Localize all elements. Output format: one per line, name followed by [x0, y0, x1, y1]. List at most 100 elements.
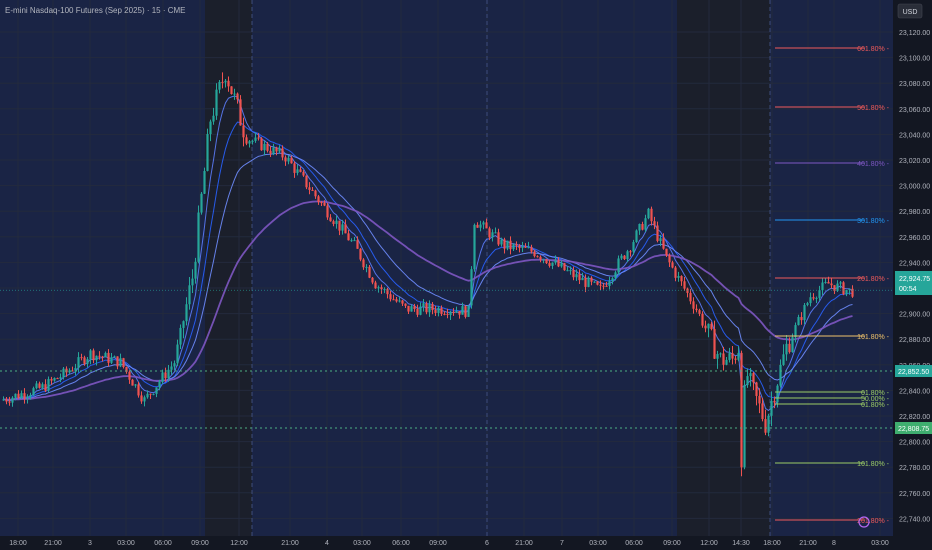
candle-body[interactable] [38, 383, 41, 388]
candle-body[interactable] [725, 359, 728, 365]
candle-body[interactable] [596, 281, 599, 285]
candle-body[interactable] [719, 353, 722, 355]
candle-body[interactable] [344, 224, 347, 234]
candle-body[interactable] [20, 393, 23, 398]
candle-body[interactable] [284, 157, 287, 162]
candle-body[interactable] [185, 304, 188, 322]
candle-body[interactable] [488, 228, 491, 238]
candle-body[interactable] [446, 313, 449, 315]
candle-body[interactable] [839, 282, 842, 284]
candle-body[interactable] [590, 277, 593, 282]
candle-body[interactable] [551, 262, 554, 266]
candle-body[interactable] [362, 259, 365, 268]
candle-body[interactable] [227, 80, 230, 87]
candle-body[interactable] [143, 397, 146, 402]
candle-body[interactable] [14, 393, 17, 398]
candle-body[interactable] [782, 354, 785, 365]
candle-body[interactable] [371, 277, 374, 283]
candle-body[interactable] [146, 393, 149, 398]
candle-body[interactable] [776, 385, 779, 403]
candle-body[interactable] [278, 148, 281, 152]
candle-body[interactable] [80, 357, 83, 359]
candle-body[interactable] [56, 378, 59, 380]
candle-body[interactable] [788, 343, 791, 353]
candle-body[interactable] [386, 289, 389, 295]
candle-body[interactable] [236, 93, 239, 100]
candle-body[interactable] [281, 148, 284, 158]
candle-body[interactable] [764, 419, 767, 433]
candle-body[interactable] [668, 255, 671, 263]
candle-body[interactable] [569, 270, 572, 272]
candle-body[interactable] [317, 196, 320, 203]
candle-body[interactable] [440, 307, 443, 314]
candle-body[interactable] [695, 308, 698, 311]
candle-body[interactable] [740, 352, 743, 468]
candle-body[interactable] [68, 370, 71, 373]
candle-body[interactable] [494, 232, 497, 234]
candle-body[interactable] [266, 143, 269, 151]
candle-body[interactable] [92, 350, 95, 361]
candle-body[interactable] [593, 281, 596, 283]
candle-body[interactable] [98, 355, 101, 357]
candle-body[interactable] [398, 300, 401, 302]
candle-body[interactable] [26, 396, 29, 399]
candle-body[interactable] [356, 240, 359, 249]
candle-body[interactable] [755, 382, 758, 396]
candle-body[interactable] [140, 395, 143, 402]
candle-body[interactable] [614, 272, 617, 279]
candle-body[interactable] [305, 175, 308, 188]
candle-body[interactable] [482, 222, 485, 225]
candle-body[interactable] [17, 393, 20, 398]
candle-body[interactable] [545, 259, 548, 264]
candle-body[interactable] [374, 282, 377, 289]
candle-body[interactable] [599, 284, 602, 286]
candle-body[interactable] [254, 137, 257, 141]
candle-body[interactable] [431, 304, 434, 310]
candle-body[interactable] [818, 290, 821, 298]
candle-body[interactable] [416, 308, 419, 315]
candle-body[interactable] [197, 212, 200, 262]
candle-body[interactable] [803, 305, 806, 321]
candle-body[interactable] [530, 247, 533, 252]
candle-body[interactable] [821, 282, 824, 291]
candle-body[interactable] [173, 363, 176, 367]
candle-body[interactable] [647, 208, 650, 219]
candle-body[interactable] [698, 310, 701, 314]
candle-body[interactable] [149, 393, 152, 395]
candle-body[interactable] [449, 312, 452, 315]
candle-body[interactable] [293, 163, 296, 173]
candle-body[interactable] [605, 285, 608, 287]
candle-body[interactable] [32, 388, 35, 395]
candle-body[interactable] [479, 224, 482, 228]
candle-body[interactable] [734, 358, 737, 360]
candle-body[interactable] [215, 89, 218, 116]
candle-body[interactable] [473, 224, 476, 270]
candle-body[interactable] [476, 224, 479, 228]
candle-body[interactable] [119, 358, 122, 367]
candle-body[interactable] [767, 415, 770, 433]
candle-body[interactable] [848, 288, 851, 291]
candle-body[interactable] [506, 240, 509, 249]
candle-body[interactable] [761, 403, 764, 420]
candle-body[interactable] [845, 290, 848, 295]
candle-body[interactable] [521, 246, 524, 249]
candle-body[interactable] [224, 80, 227, 83]
candle-body[interactable] [554, 260, 557, 263]
candle-body[interactable] [458, 311, 461, 315]
candle-body[interactable] [536, 256, 539, 258]
candle-body[interactable] [623, 255, 626, 260]
candle-body[interactable] [503, 239, 506, 249]
candle-body[interactable] [635, 230, 638, 243]
candle-body[interactable] [428, 304, 431, 313]
candle-body[interactable] [116, 356, 119, 367]
candle-body[interactable] [728, 353, 731, 360]
candle-body[interactable] [152, 393, 155, 395]
candle-body[interactable] [743, 384, 746, 468]
candle-body[interactable] [611, 278, 614, 282]
candle-body[interactable] [5, 399, 8, 402]
candle-body[interactable] [572, 270, 575, 278]
candle-body[interactable] [221, 81, 224, 83]
candle-body[interactable] [290, 157, 293, 164]
candle-body[interactable] [407, 305, 410, 312]
candle-body[interactable] [659, 238, 662, 241]
